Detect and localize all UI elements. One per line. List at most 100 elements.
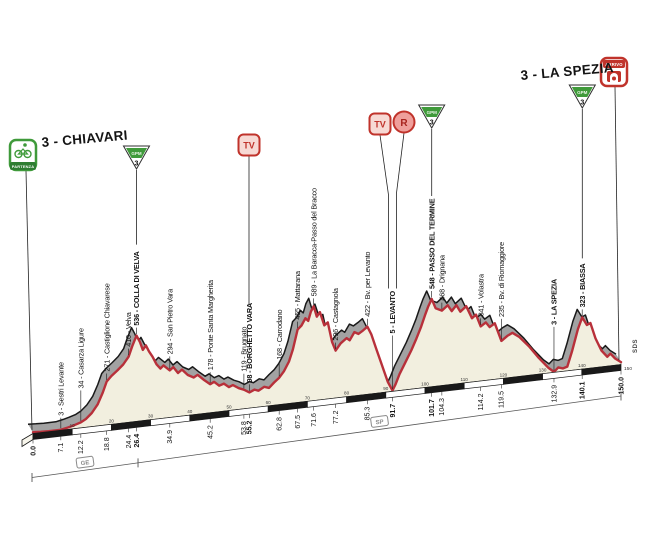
marker-line [396, 132, 405, 289]
profile-layers: 10 20 30 40 50 60 70 80 90 100 110 120 130 140 0.0 3 - … [8, 56, 629, 482]
province-bracket: GE SP [31, 391, 622, 482]
axis-tick-label: 20 [109, 418, 115, 423]
gpm-label: GPM [427, 110, 438, 115]
waypoint-label: 34 - Casarza Ligure [76, 328, 85, 388]
waypoint-km-label: 71.6 [311, 413, 318, 427]
waypoint-label: 589 - La Baracca-Passo del Bracco [309, 188, 318, 296]
axis-tick-label: 100 [421, 382, 429, 387]
waypoint-km-label: 77.2 [333, 410, 340, 424]
marker-line [614, 86, 620, 361]
tv-icon: TV [368, 112, 392, 289]
waypoint-km-label: 34.9 [167, 430, 174, 444]
waypoint-label: 5 - LEVANTO [388, 290, 397, 333]
axis-tick-label: 10 [70, 423, 76, 428]
tv-label: TV [374, 120, 386, 130]
waypoint-km-label: 26.4 [134, 434, 141, 448]
tv-icon: TV [237, 133, 261, 306]
waypoint-label: 119 - Brugnato [239, 327, 248, 372]
start-stage-title: 3 - CHIAVARI [41, 128, 128, 150]
waypoint-label: 178 - Ponte Santa Margherita [206, 279, 215, 370]
waypoint-km-label: 101.7 [429, 399, 436, 417]
marker-line [379, 134, 389, 289]
gpm-rank: 3 [135, 161, 139, 168]
waypoint-label: 3 - Sestri Levante [56, 362, 65, 416]
waypoint-label: 235 - Bv. di Riomaggiore [497, 242, 506, 317]
bicycle-frame [17, 148, 29, 155]
axis-tick-label: 80 [344, 391, 350, 396]
arrivo-label: ARRIVO [605, 62, 623, 67]
tv-label: TV [243, 141, 255, 151]
axis-tick-label: 120 [500, 372, 508, 377]
axis-tick-label: 30 [148, 414, 154, 419]
partenza-icon: PARTENZA [8, 138, 38, 431]
province-badge-frame [370, 415, 389, 428]
axis-tick-label: 50 [226, 405, 232, 410]
axis-tick-label: 40 [187, 409, 193, 414]
waypoint-label: 296 - Castagnola [331, 287, 340, 341]
waypoint-label: 98 - BORGHETTO VARA [245, 302, 254, 382]
axis-tick-label: 110 [461, 377, 469, 382]
tv-badge [237, 133, 261, 157]
waypoint-label: 323 - BIASSA [578, 263, 587, 308]
waypoint-km-label: 114.2 [478, 393, 485, 410]
gpm-rank: 3 [430, 120, 434, 127]
tv-badge [368, 112, 392, 136]
waypoint-label: 341 - Volastra [476, 273, 485, 316]
distance-bar: 10 20 30 40 50 60 70 80 90 100 110 120 130 140 [32, 363, 622, 440]
waypoint-km-label: 67.5 [295, 415, 302, 429]
waypoint-label: 468 - Drignana [437, 254, 446, 301]
waypoint-km-label: 18.8 [104, 437, 111, 451]
province-badge-ge: GE [75, 455, 95, 469]
arrivo-banner [603, 60, 625, 68]
finish-gate-dot [612, 76, 616, 81]
waypoint-km-label: 45.2 [207, 425, 214, 439]
route-markers: PARTENZA GPM 3 TV TV R GPM 3 GPM 3 ARRIVO [8, 56, 629, 431]
axis-tick-label: 70 [305, 395, 311, 400]
partenza-banner [10, 162, 36, 170]
cyclist-head [23, 143, 27, 147]
waypoint-label: 271 - Castiglione Chiavarese [102, 283, 111, 371]
r-label: R [400, 118, 408, 129]
waypoint-label: 168 - Carrodano [275, 309, 284, 359]
gpm-band [571, 87, 593, 97]
route-line [31, 297, 623, 434]
province-badge-frame [75, 455, 95, 469]
gpm-icon: GPM 3 [417, 104, 446, 196]
gpm-label: GPM [577, 90, 588, 95]
waypoint-km-label: 85.3 [365, 407, 372, 421]
gpm-icon: GPM 3 [122, 145, 151, 245]
waypoint-km-label: 62.8 [276, 417, 283, 431]
axis-tick-label: 140 [578, 363, 586, 368]
waypoint-km-label: 140.1 [579, 381, 586, 399]
axis-tick-label: 130 [539, 368, 547, 373]
waypoint-label: 410 - Velva [124, 311, 133, 346]
waypoint-km-label: 0.0 [30, 446, 37, 456]
gpm-icon: GPM 3 [568, 84, 597, 259]
axis-tick-label: 90 [383, 386, 389, 391]
profile-back-edge [27, 290, 617, 425]
gpm-band [126, 148, 147, 158]
gpm-label: GPM [131, 151, 142, 156]
waypoint-label: 3 - LA SPEZIA [550, 278, 559, 325]
gpm-rank: 3 [580, 100, 584, 107]
arrivo-icon: ARRIVO [599, 56, 629, 361]
waypoint-km-label: 104.3 [439, 398, 446, 416]
r-icon: R [392, 110, 416, 289]
waypoint-km-label: 119.5 [499, 391, 506, 408]
waypoint-label: 294 - San Pietro Vara [165, 288, 174, 355]
gpm-band [421, 107, 443, 117]
waypoint-label: 548 - PASSO DEL TERMINE [427, 198, 436, 289]
province-badge-code: GE [81, 460, 90, 467]
end-scale-label: 150 [624, 366, 632, 372]
waypoints: 0.0 3 - Sestri Levante 7.1 34 - Casarza Lig… [30, 188, 625, 456]
province-badge-code: SP [375, 419, 384, 426]
slab-end-cap [21, 432, 34, 448]
partenza-label: PARTENZA [12, 164, 35, 169]
r-badge [392, 110, 416, 134]
waypoint-km-label: 12.2 [78, 440, 85, 454]
marker-line [25, 170, 33, 431]
waypoint-km-label: 132.9 [551, 385, 558, 403]
waypoint-label: 536 - COLLA DI VELVA [132, 251, 141, 326]
